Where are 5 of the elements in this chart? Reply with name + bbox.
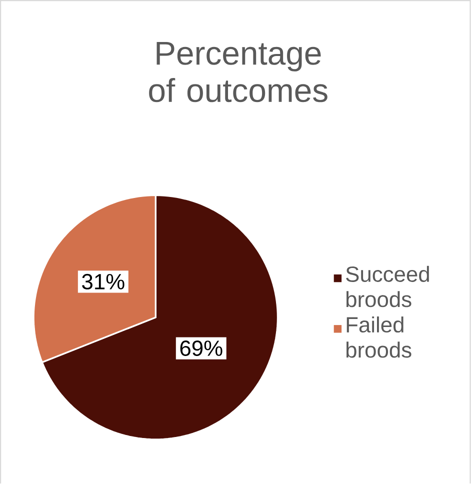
data-label: 31% (82, 274, 124, 290)
chart-title: Percentage of outcomes (149, 42, 328, 102)
legend-label: Failed broods (346, 316, 412, 358)
data-label: 69% (180, 340, 222, 356)
legend-label: Succeed broods (346, 266, 430, 308)
